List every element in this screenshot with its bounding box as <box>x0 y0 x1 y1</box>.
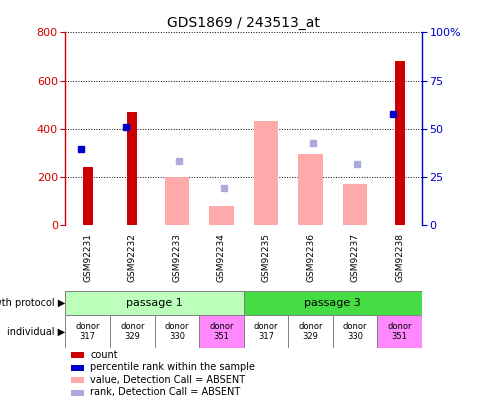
Text: GSM92236: GSM92236 <box>305 233 315 282</box>
Text: passage 3: passage 3 <box>304 298 361 308</box>
Text: donor
330: donor 330 <box>342 322 366 341</box>
Bar <box>253 122 278 225</box>
Text: donor
329: donor 329 <box>298 322 322 341</box>
Text: individual ▶: individual ▶ <box>7 327 65 337</box>
Text: donor
351: donor 351 <box>209 322 233 341</box>
Text: donor
351: donor 351 <box>387 322 411 341</box>
Bar <box>342 184 366 225</box>
Bar <box>332 315 377 348</box>
Text: percentile rank within the sample: percentile rank within the sample <box>90 362 255 373</box>
Bar <box>71 365 84 371</box>
Bar <box>83 167 92 225</box>
Bar <box>154 315 199 348</box>
Bar <box>287 315 332 348</box>
Title: GDS1869 / 243513_at: GDS1869 / 243513_at <box>167 16 319 30</box>
Text: GSM92238: GSM92238 <box>394 233 403 282</box>
Text: GSM92231: GSM92231 <box>83 233 92 282</box>
Bar <box>394 61 404 225</box>
Text: GSM92237: GSM92237 <box>350 233 359 282</box>
Text: donor
317: donor 317 <box>76 322 100 341</box>
Text: GSM92234: GSM92234 <box>216 233 226 282</box>
Bar <box>110 315 154 348</box>
Text: donor
317: donor 317 <box>253 322 278 341</box>
Bar <box>243 315 287 348</box>
Bar <box>199 315 243 348</box>
Bar <box>377 315 421 348</box>
Bar <box>164 177 189 225</box>
Text: passage 1: passage 1 <box>126 298 182 308</box>
Text: rank, Detection Call = ABSENT: rank, Detection Call = ABSENT <box>90 388 240 397</box>
Bar <box>71 377 84 383</box>
Bar <box>127 112 137 225</box>
Text: growth protocol ▶: growth protocol ▶ <box>0 298 65 308</box>
Text: GSM92233: GSM92233 <box>172 233 181 282</box>
Text: donor
330: donor 330 <box>164 322 189 341</box>
Text: count: count <box>90 350 118 360</box>
Bar <box>71 390 84 396</box>
Bar <box>65 291 243 315</box>
Bar <box>298 154 322 225</box>
Bar <box>65 315 110 348</box>
Bar <box>209 206 233 225</box>
Bar <box>243 291 421 315</box>
Text: value, Detection Call = ABSENT: value, Detection Call = ABSENT <box>90 375 245 385</box>
Text: donor
329: donor 329 <box>120 322 144 341</box>
Text: GSM92235: GSM92235 <box>261 233 270 282</box>
Text: GSM92232: GSM92232 <box>128 233 136 282</box>
Bar <box>71 352 84 358</box>
